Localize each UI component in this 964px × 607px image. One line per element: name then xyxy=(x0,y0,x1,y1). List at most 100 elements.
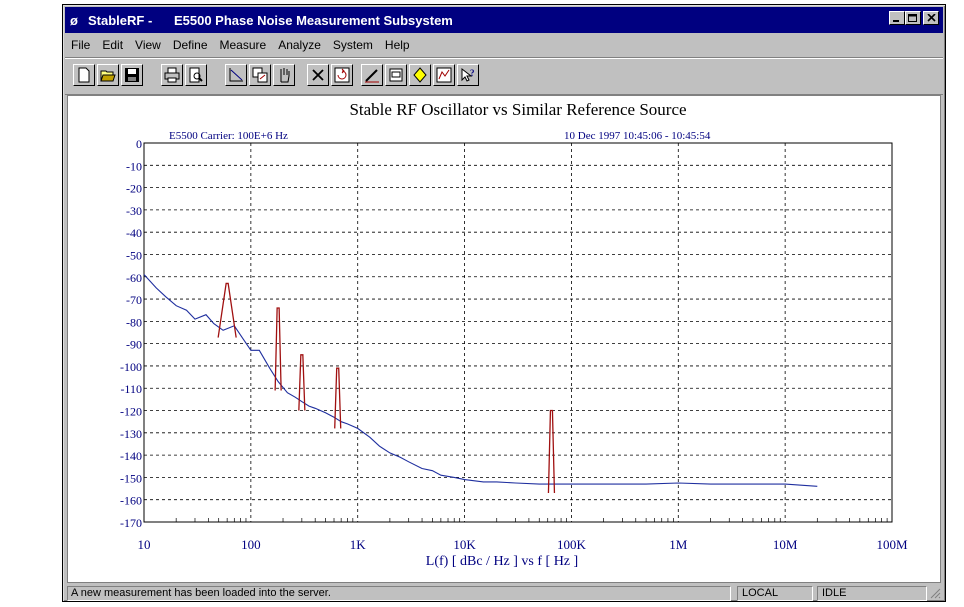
minimize-button[interactable] xyxy=(889,11,905,25)
y-tick-label: -100 xyxy=(120,360,142,374)
y-tick-label: -50 xyxy=(126,248,142,262)
menu-file[interactable]: File xyxy=(71,38,91,52)
menu-analyze[interactable]: Analyze xyxy=(278,38,321,52)
menu-measure[interactable]: Measure xyxy=(219,38,267,52)
hand-icon xyxy=(280,68,290,83)
print-button[interactable] xyxy=(161,64,183,86)
open-button[interactable] xyxy=(97,64,119,86)
status-state: IDLE xyxy=(817,586,927,601)
spur-peak xyxy=(217,282,237,338)
status-mode: LOCAL xyxy=(737,586,813,601)
spur-peak xyxy=(547,409,556,494)
print-preview-button[interactable] xyxy=(185,64,207,86)
plot-frame xyxy=(143,142,893,523)
noise-trace xyxy=(143,274,818,487)
spur-peak xyxy=(334,367,342,429)
menu-bar: File Edit View Define Measure Analyze System He… xyxy=(65,35,943,55)
measure-icon xyxy=(389,68,403,82)
hand-button[interactable] xyxy=(273,64,295,86)
trace-button[interactable] xyxy=(433,64,455,86)
y-tick-label: -60 xyxy=(126,271,142,285)
status-message: A new measurement has been loaded into t… xyxy=(67,586,731,601)
plot-area[interactable]: Stable RF Oscillator vs Similar Referenc… xyxy=(67,95,941,583)
edit-icon xyxy=(365,69,379,83)
toolbar: ? xyxy=(65,57,943,95)
window-controls xyxy=(889,11,939,25)
menu-define[interactable]: Define xyxy=(172,38,208,52)
y-tick-label: -160 xyxy=(120,494,142,508)
y-tick-label: -70 xyxy=(126,293,142,307)
open-icon xyxy=(100,70,116,82)
y-tick-label: 0 xyxy=(136,137,142,151)
y-tick-label: -20 xyxy=(126,182,142,196)
menu-help[interactable]: Help xyxy=(384,38,410,52)
x-axis-label: L(f) [ dBc / Hz ] vs f [ Hz ] xyxy=(426,554,578,569)
y-tick-label: -130 xyxy=(120,427,142,441)
new-button[interactable] xyxy=(73,64,95,86)
x-tick-label: 1K xyxy=(350,537,367,552)
help-button[interactable]: ? xyxy=(457,64,479,86)
toolbar-group-tools: ? xyxy=(361,64,481,88)
chart-title: Stable RF Oscillator vs Similar Referenc… xyxy=(349,100,686,119)
close-button[interactable] xyxy=(923,11,939,25)
new-icon xyxy=(78,67,90,83)
phi-icon[interactable]: ø xyxy=(70,12,78,28)
delete-icon xyxy=(312,69,324,81)
toolbar-group-edit xyxy=(307,64,355,88)
chart-header-left: E5500 Carrier: 100E+6 Hz xyxy=(169,130,288,142)
svg-text:?: ? xyxy=(470,68,475,78)
x-tick-label: 10 xyxy=(138,537,151,552)
marker-button[interactable] xyxy=(409,64,431,86)
resize-grip-icon[interactable] xyxy=(929,587,941,599)
minimize-icon xyxy=(893,20,899,22)
y-tick-label: -140 xyxy=(120,449,142,463)
title-bar[interactable]: ø StableRF - E5500 Phase Noise Measureme… xyxy=(65,7,943,33)
marker-icon xyxy=(413,67,427,83)
toolbar-group-print xyxy=(161,64,209,88)
save-icon xyxy=(125,68,139,82)
maximize-button[interactable] xyxy=(905,11,921,25)
y-tick-label: -110 xyxy=(120,382,142,396)
phase-noise-chart[interactable]: Stable RF Oscillator vs Similar Referenc… xyxy=(68,96,940,582)
menu-view[interactable]: View xyxy=(135,38,161,52)
measure-button[interactable] xyxy=(385,64,407,86)
spur-peak xyxy=(274,307,282,391)
refresh-icon xyxy=(334,67,350,83)
refresh-button[interactable] xyxy=(331,64,353,86)
y-tick-label: -30 xyxy=(126,204,142,218)
toolbar-group-file xyxy=(73,64,145,88)
copy-graph-icon xyxy=(252,67,268,83)
x-tick-label: 1M xyxy=(669,537,688,552)
axes-button[interactable] xyxy=(225,64,247,86)
axes-icon xyxy=(229,68,243,82)
maximize-icon xyxy=(908,13,917,22)
help-icon: ? xyxy=(461,67,475,82)
x-tick-label: 100 xyxy=(241,537,261,552)
y-tick-label: -40 xyxy=(126,226,142,240)
print-preview-icon xyxy=(189,67,203,83)
y-tick-label: -120 xyxy=(120,405,142,419)
y-tick-label: -90 xyxy=(126,338,142,352)
delete-button[interactable] xyxy=(307,64,329,86)
x-tick-label: 10M xyxy=(773,537,798,552)
print-icon xyxy=(164,67,180,83)
y-tick-label: -80 xyxy=(126,315,142,329)
close-icon xyxy=(926,14,936,22)
menu-system[interactable]: System xyxy=(332,38,373,52)
x-tick-label: 100K xyxy=(557,537,587,552)
trace-icon xyxy=(436,67,452,83)
y-tick-label: -170 xyxy=(120,516,142,530)
y-tick-label: -10 xyxy=(126,159,142,173)
app-window: ø StableRF - E5500 Phase Noise Measureme… xyxy=(62,4,946,602)
x-tick-label: 10K xyxy=(453,537,476,552)
chart-header-right: 10 Dec 1997 10:45:06 - 10:45:54 xyxy=(564,130,711,142)
menu-edit[interactable]: Edit xyxy=(102,38,124,52)
status-bar: A new measurement has been loaded into t… xyxy=(65,585,943,601)
edit-button[interactable] xyxy=(361,64,383,86)
spur-peak xyxy=(298,354,306,411)
toolbar-group-graph xyxy=(225,64,297,88)
save-button[interactable] xyxy=(121,64,143,86)
window-title: StableRF - E5500 Phase Noise Measurement… xyxy=(88,12,453,28)
copy-graph-button[interactable] xyxy=(249,64,271,86)
y-tick-label: -150 xyxy=(120,471,142,485)
